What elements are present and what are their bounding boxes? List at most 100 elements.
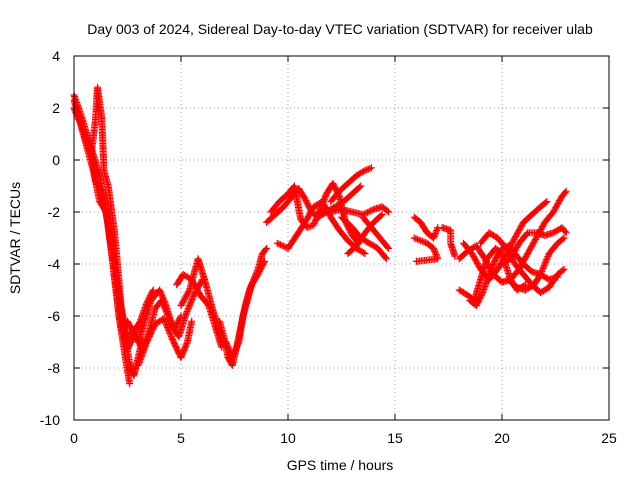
data-point <box>163 322 171 330</box>
data-point <box>126 380 134 388</box>
data-point <box>417 237 425 245</box>
data-point <box>367 207 375 215</box>
data-point <box>360 249 368 257</box>
data-point <box>187 299 195 307</box>
data-point <box>543 254 551 262</box>
data-point <box>360 167 368 175</box>
data-point <box>478 290 486 298</box>
data-point <box>182 311 190 319</box>
x-tick-label: 15 <box>387 430 403 446</box>
data-point <box>538 267 546 275</box>
data-point <box>451 252 459 260</box>
data-point <box>164 325 172 333</box>
data-point <box>539 264 547 272</box>
data-point <box>420 238 428 246</box>
data-point <box>561 189 569 196</box>
data-point <box>260 257 268 265</box>
data-point <box>306 222 314 230</box>
data-point <box>189 294 197 302</box>
data-point <box>164 324 172 332</box>
data-point <box>166 329 174 337</box>
data-point <box>383 207 391 215</box>
data-point <box>263 244 271 252</box>
data-point <box>160 315 168 323</box>
data-point <box>184 306 192 314</box>
data-point <box>273 239 281 247</box>
data-point <box>431 230 439 238</box>
data-point <box>430 234 438 242</box>
data-point <box>415 236 423 244</box>
data-point <box>278 241 286 249</box>
y-tick-label: -2 <box>48 204 61 220</box>
data-point <box>543 198 551 206</box>
data-point <box>305 223 313 231</box>
data-point <box>162 321 170 329</box>
data-point <box>186 300 194 308</box>
data-point <box>366 164 374 172</box>
x-tick-label: 5 <box>177 430 185 446</box>
data-point <box>279 242 287 250</box>
data-point <box>275 240 283 248</box>
data-point <box>363 166 371 174</box>
data-point <box>161 318 169 326</box>
data-point <box>413 235 421 243</box>
data-point <box>148 287 156 295</box>
data-point <box>433 225 441 233</box>
data-point <box>431 231 439 239</box>
x-tick-label: 0 <box>70 430 78 446</box>
data-point <box>185 303 193 311</box>
y-tick-label: -6 <box>48 308 61 324</box>
data-point <box>537 269 545 277</box>
data-point <box>542 257 550 265</box>
data-point <box>431 247 439 255</box>
data-point <box>177 312 185 320</box>
data-point <box>541 260 549 268</box>
data-point <box>385 244 393 252</box>
y-tick-label: -10 <box>40 412 60 428</box>
data-point <box>357 182 365 190</box>
data-point <box>542 199 550 207</box>
data-point <box>540 261 548 269</box>
y-axis-label: SDTVAR / TECUs <box>7 182 23 294</box>
data-point <box>430 233 438 241</box>
data-point <box>384 243 392 251</box>
data-point <box>544 253 552 261</box>
grid-lines <box>74 56 609 420</box>
y-tick-label: -8 <box>48 360 61 376</box>
data-point <box>367 164 375 172</box>
data-point <box>183 309 191 317</box>
data-point <box>188 317 196 325</box>
data-point <box>543 256 551 264</box>
data-point <box>433 227 441 235</box>
data-point <box>218 343 226 351</box>
data-point <box>167 332 175 340</box>
data-point <box>377 212 385 220</box>
y-tick-label: -4 <box>48 256 61 272</box>
data-point <box>378 211 386 219</box>
data-point <box>363 208 371 216</box>
data-point <box>276 241 284 249</box>
data-point <box>188 296 196 304</box>
data-point <box>559 235 567 243</box>
data-point <box>186 302 194 310</box>
data-point <box>412 257 420 265</box>
data-point <box>365 208 373 216</box>
y-tick-label: 4 <box>52 48 60 64</box>
data-point <box>368 206 376 214</box>
data-point <box>410 234 418 242</box>
data-point <box>382 255 390 263</box>
data-point <box>149 286 157 294</box>
data-point <box>361 250 369 258</box>
data-point <box>430 244 438 252</box>
data-point <box>165 326 173 334</box>
data-point <box>418 237 426 245</box>
data-point <box>167 331 175 339</box>
data-point <box>562 229 570 237</box>
data-point <box>262 246 270 254</box>
data-point <box>431 249 439 257</box>
tick-labels: 0 5 10 15 20 25 -10 -8 -6 -4 -2 0 2 4 <box>40 48 617 446</box>
data-point <box>165 328 173 336</box>
data-point <box>381 254 389 261</box>
